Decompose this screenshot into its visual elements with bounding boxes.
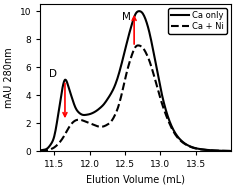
Ca + Ni — [153, 76, 156, 78]
Ca + Ni — [200, 148, 203, 151]
Ca + Ni — [152, 74, 155, 76]
Ca only — [39, 149, 42, 151]
Ca + Ni — [156, 87, 159, 90]
Text: M: M — [122, 12, 131, 22]
Ca only — [200, 148, 203, 150]
Ca + Ni — [39, 150, 42, 152]
Ca + Ni — [212, 149, 215, 152]
Legend: Ca only, Ca + Ni: Ca only, Ca + Ni — [168, 8, 227, 34]
Ca only — [229, 150, 232, 152]
Line: Ca + Ni: Ca + Ni — [40, 45, 231, 151]
Ca + Ni — [39, 150, 42, 152]
Ca only — [156, 72, 159, 74]
Ca only — [153, 55, 156, 57]
Ca only — [212, 149, 215, 152]
Ca + Ni — [229, 150, 232, 152]
Ca only — [39, 149, 42, 152]
X-axis label: Elution Volume (mL): Elution Volume (mL) — [86, 175, 185, 185]
Ca + Ni — [137, 44, 140, 46]
Y-axis label: mAU 280nm: mAU 280nm — [4, 47, 14, 108]
Ca only — [152, 52, 155, 54]
Line: Ca only: Ca only — [40, 11, 231, 151]
Text: D: D — [49, 69, 57, 79]
Ca only — [138, 10, 141, 12]
